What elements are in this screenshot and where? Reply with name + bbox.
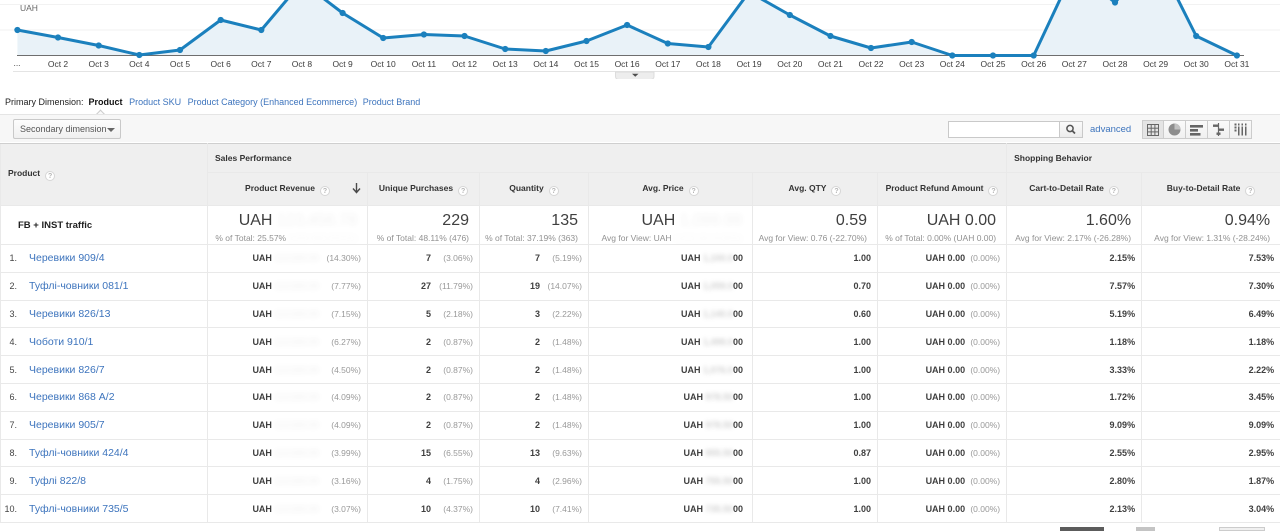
svg-text:...: ... xyxy=(13,58,20,68)
svg-text:Oct 23: Oct 23 xyxy=(899,59,924,69)
svg-text:Oct 19: Oct 19 xyxy=(737,59,762,69)
svg-text:Oct 26: Oct 26 xyxy=(1021,59,1046,69)
svg-text:Oct 11: Oct 11 xyxy=(412,59,437,69)
svg-text:Oct 22: Oct 22 xyxy=(858,59,883,69)
svg-text:Oct 24: Oct 24 xyxy=(940,59,965,69)
svg-text:Oct 10: Oct 10 xyxy=(371,59,396,69)
svg-text:Oct 13: Oct 13 xyxy=(493,59,518,69)
svg-text:Oct 14: Oct 14 xyxy=(533,59,558,69)
svg-text:Oct 31: Oct 31 xyxy=(1224,59,1249,69)
svg-text:Oct 29: Oct 29 xyxy=(1143,59,1168,69)
svg-text:Oct 3: Oct 3 xyxy=(89,59,110,69)
svg-text:Oct 8: Oct 8 xyxy=(292,59,313,69)
svg-text:Oct 27: Oct 27 xyxy=(1062,59,1087,69)
svg-text:Oct 2: Oct 2 xyxy=(48,59,69,69)
svg-text:Oct 4: Oct 4 xyxy=(129,59,150,69)
svg-text:Oct 5: Oct 5 xyxy=(170,59,191,69)
svg-text:Oct 16: Oct 16 xyxy=(615,59,640,69)
svg-text:Oct 28: Oct 28 xyxy=(1102,59,1127,69)
svg-text:Oct 30: Oct 30 xyxy=(1184,59,1209,69)
svg-text:Oct 12: Oct 12 xyxy=(452,59,477,69)
svg-text:UAH: UAH xyxy=(20,3,38,13)
svg-text:Oct 6: Oct 6 xyxy=(211,59,232,69)
svg-text:Oct 18: Oct 18 xyxy=(696,59,721,69)
svg-text:Oct 15: Oct 15 xyxy=(574,59,599,69)
svg-text:Oct 17: Oct 17 xyxy=(655,59,680,69)
svg-text:Oct 9: Oct 9 xyxy=(332,59,353,69)
svg-text:Oct 20: Oct 20 xyxy=(777,59,802,69)
svg-text:Oct 21: Oct 21 xyxy=(818,59,843,69)
svg-text:Oct 25: Oct 25 xyxy=(980,59,1005,69)
svg-text:Oct 7: Oct 7 xyxy=(251,59,272,69)
